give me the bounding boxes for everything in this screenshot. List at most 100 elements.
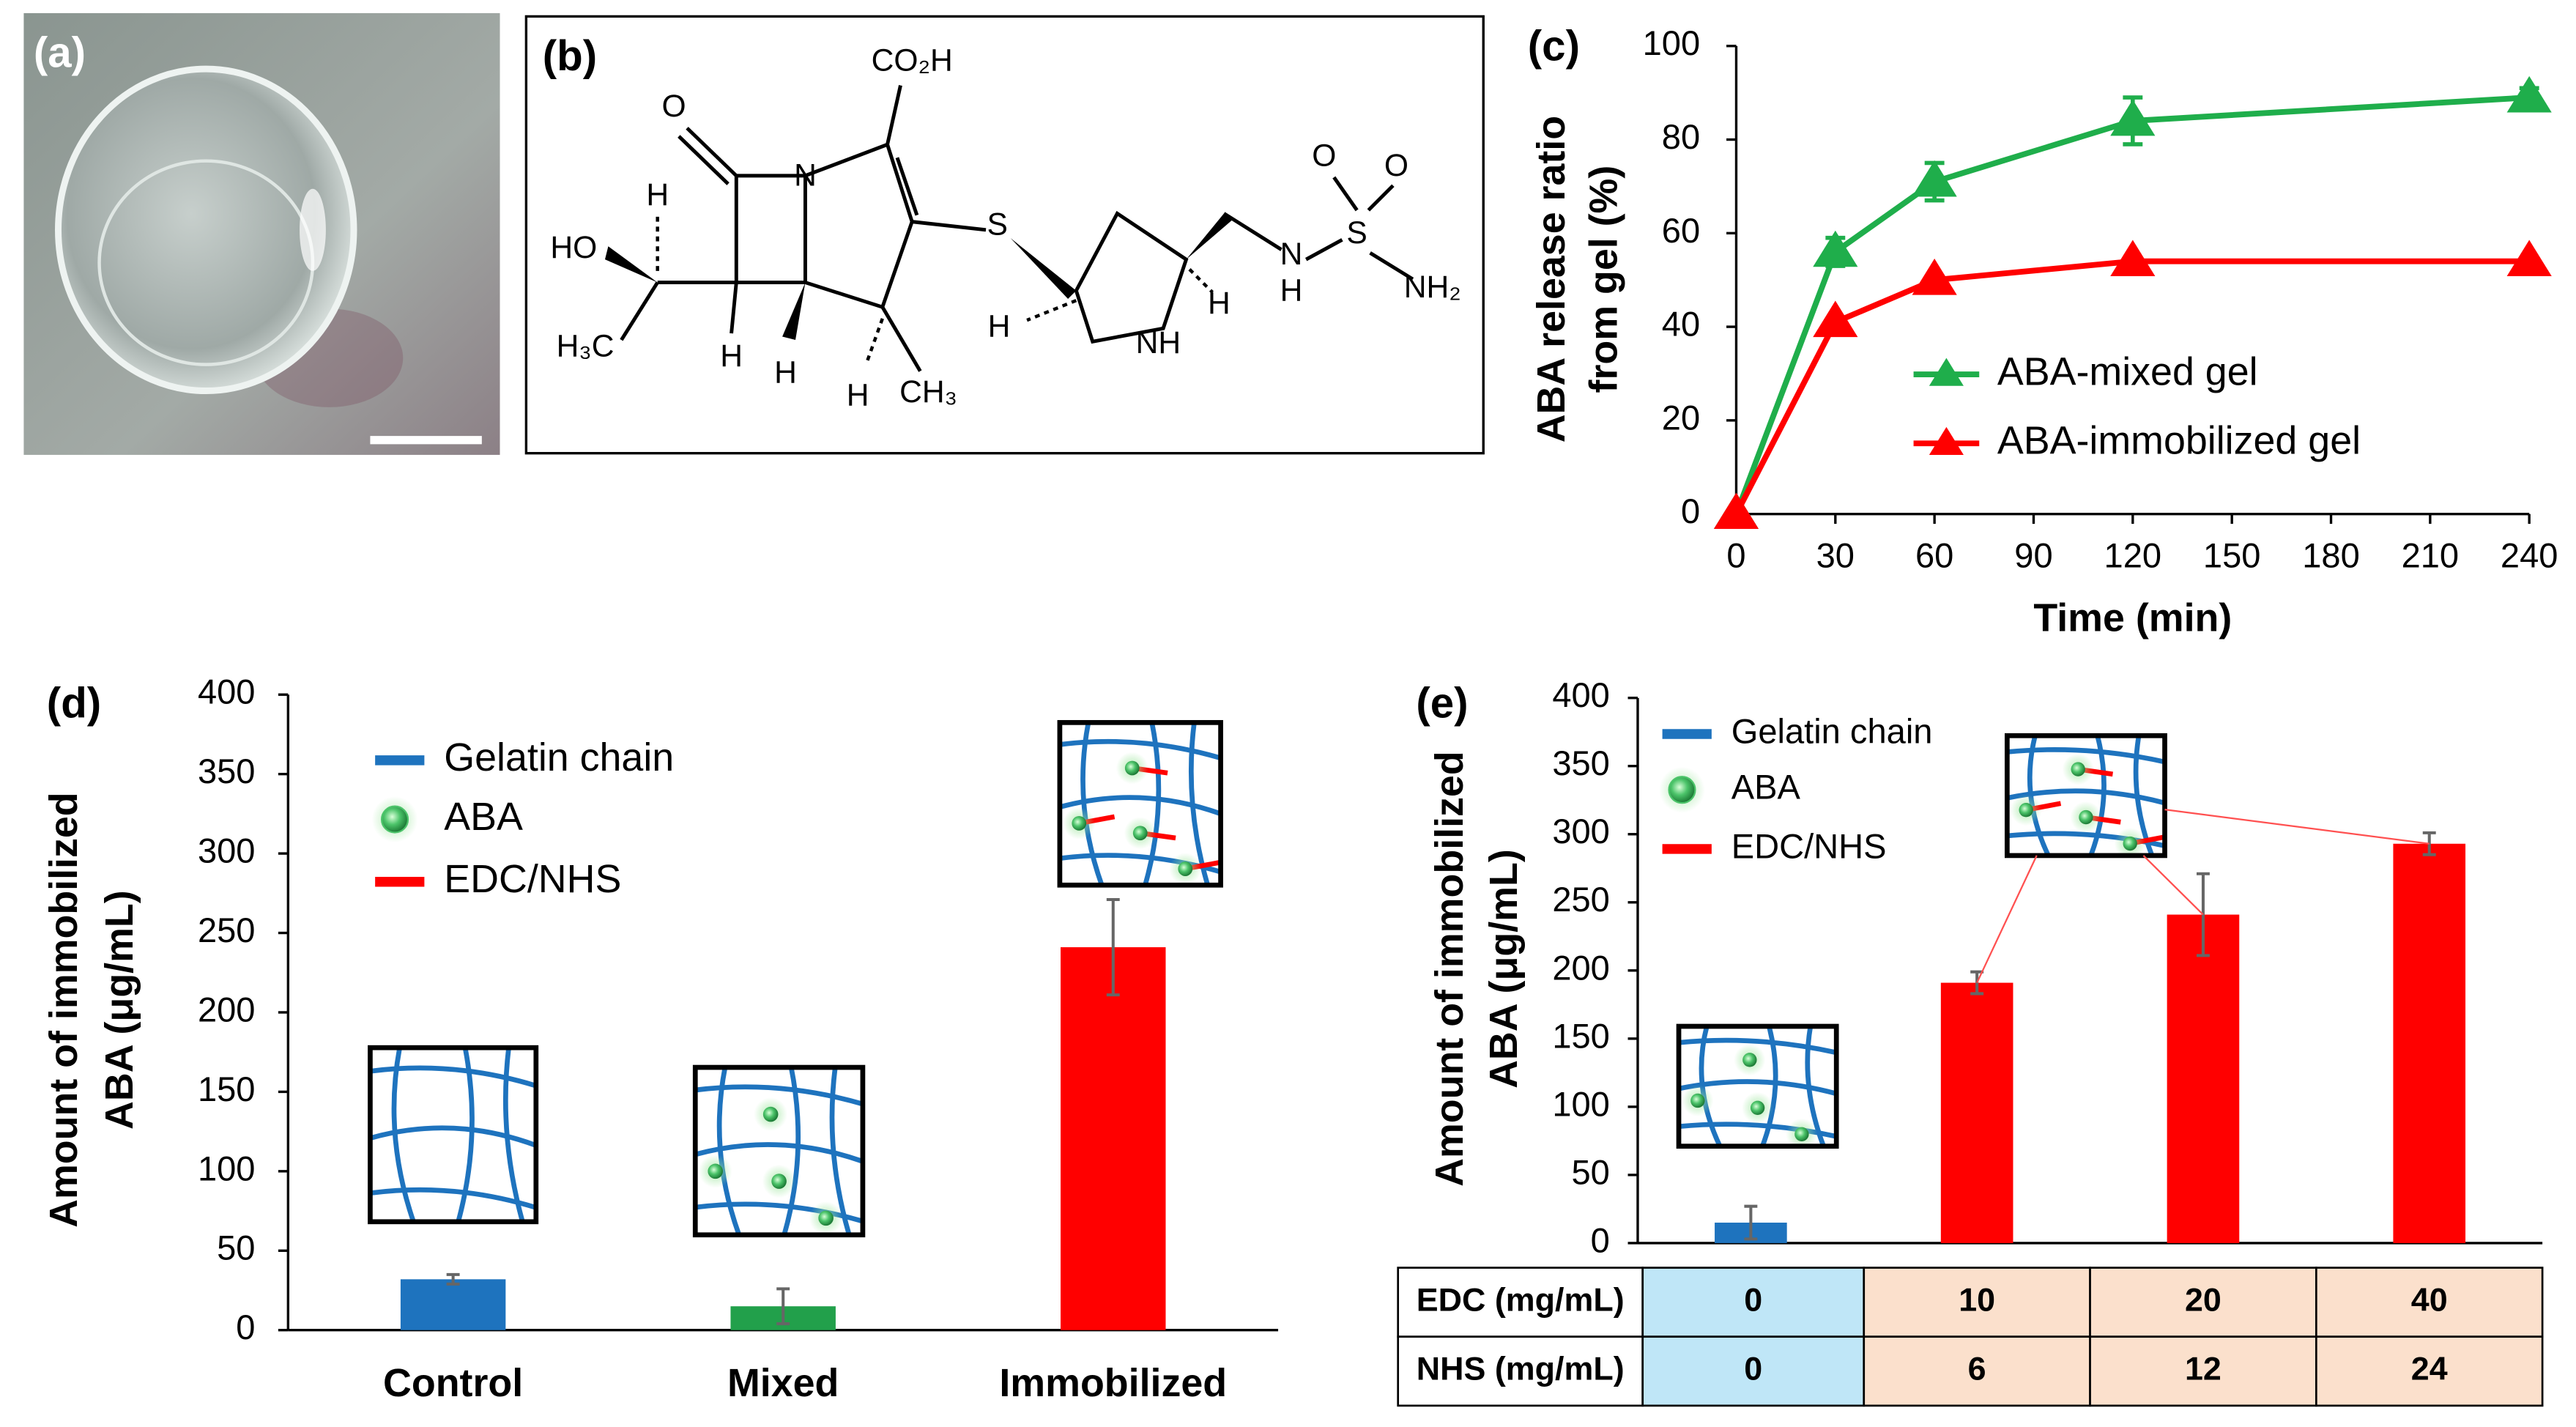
- legend-label: EDC/NHS: [1731, 826, 1887, 865]
- atom-label: H₃C: [557, 328, 615, 363]
- panel-label: (b): [543, 32, 597, 80]
- table-cell: [1641, 1267, 1866, 1338]
- atom-label: H: [720, 338, 743, 374]
- table-row-label: EDC (mg/mL): [1417, 1280, 1625, 1318]
- table-cell: [1397, 1267, 1644, 1338]
- wedge: [1010, 238, 1077, 299]
- y-tick-label: 100: [1643, 23, 1701, 62]
- table-value: 24: [2411, 1350, 2448, 1387]
- y-tick-label: 0: [1591, 1220, 1610, 1259]
- hash-bonds: [656, 216, 1214, 366]
- inset: [695, 1067, 863, 1235]
- marker: [1713, 492, 1759, 530]
- x-tick-label: Immobilized: [999, 1361, 1227, 1405]
- atom-label: N: [794, 157, 817, 193]
- bar: [1061, 947, 1166, 1330]
- table-cell: [1863, 1335, 2091, 1407]
- atom-label: CH₃: [899, 374, 957, 409]
- error-bar: [776, 1287, 790, 1326]
- legend-label: EDC/NHS: [444, 857, 621, 901]
- atom-label: O: [1384, 148, 1408, 183]
- inset: [2007, 735, 2165, 856]
- inset: [370, 1048, 536, 1222]
- panel-label: (d): [47, 679, 101, 727]
- wedge: [782, 282, 806, 341]
- y-axis-title: ABA (μg/mL): [97, 890, 141, 1130]
- y-tick-label: 250: [1552, 880, 1610, 919]
- gelatin-chain: [716, 1067, 742, 1235]
- gelatin-chain: [1679, 1122, 1837, 1139]
- y-tick-label: 400: [1552, 675, 1610, 714]
- gelatin-chain: [695, 1142, 863, 1165]
- x-tick-label: 60: [1915, 536, 1953, 575]
- gel-drop: [55, 65, 357, 394]
- inset: [1059, 722, 1221, 886]
- y-tick-label: 400: [198, 672, 256, 711]
- wedge: [604, 246, 658, 283]
- aba-dot: [2019, 803, 2033, 818]
- inset-frame: [1676, 1023, 1839, 1149]
- y-tick-label: 350: [198, 752, 256, 790]
- bar: [2393, 843, 2466, 1243]
- aba-dot: [1072, 816, 1087, 831]
- y-tick-label: 100: [1552, 1084, 1610, 1123]
- legend-marker: [1668, 776, 1696, 804]
- marker: [2110, 240, 2156, 277]
- y-axis-title: ABA (μg/mL): [1482, 849, 1526, 1089]
- x-axis-title: Time (min): [2033, 596, 2232, 640]
- callout-line: [1976, 855, 2038, 984]
- atom-label: O: [662, 89, 686, 124]
- legend-label: ABA: [444, 795, 523, 839]
- y-tick-label: 0: [236, 1308, 255, 1346]
- gelatin-chain: [695, 1201, 863, 1224]
- legend-label: Gelatin chain: [444, 735, 674, 779]
- atom-label: H: [1280, 273, 1303, 308]
- marker: [1813, 300, 1858, 338]
- table-row-label: NHS (mg/mL): [1417, 1350, 1625, 1387]
- y-tick-label: 300: [1552, 812, 1610, 850]
- callout-line: [2142, 855, 2204, 916]
- aba-dot: [1794, 1127, 1809, 1141]
- x-tick-label: 150: [2203, 536, 2261, 575]
- gelatin-chain: [2007, 747, 2165, 765]
- aba-dot: [1750, 1100, 1765, 1115]
- atom-label: H: [1208, 286, 1231, 321]
- y-tick-label: 50: [217, 1228, 255, 1267]
- aba-dot: [1132, 826, 1148, 841]
- atom-label: CO₂H: [872, 42, 953, 78]
- y-tick-label: 60: [1662, 211, 1700, 250]
- y-tick-label: 150: [1552, 1016, 1610, 1055]
- y-axis-title: from gel (%): [1582, 166, 1626, 393]
- y-tick-label: 40: [1662, 305, 1700, 344]
- aba-dot: [818, 1210, 834, 1226]
- inset: [1679, 1026, 1837, 1146]
- legend-label: ABA: [1731, 768, 1801, 807]
- atom-label: N: [1280, 237, 1303, 272]
- inset-frame: [1057, 719, 1223, 888]
- legend-marker: [1929, 357, 1964, 386]
- table-value: 0: [1744, 1350, 1762, 1387]
- y-tick-label: 100: [198, 1149, 256, 1187]
- gelatin-chain: [1679, 1079, 1837, 1097]
- aba-dot: [1124, 760, 1140, 776]
- bar: [2167, 914, 2240, 1243]
- gel-highlight: [300, 188, 326, 271]
- gelatin-chain: [502, 1048, 525, 1222]
- y-tick-label: 80: [1662, 117, 1700, 156]
- marker: [2110, 99, 2156, 136]
- atom-label: HO: [550, 230, 597, 265]
- x-tick-label: 210: [2402, 536, 2460, 575]
- aba-dot: [2071, 762, 2085, 776]
- bar: [1940, 982, 2013, 1243]
- table-cell: [2315, 1335, 2544, 1407]
- x-tick-label: Control: [383, 1361, 523, 1405]
- aba-dot: [2123, 836, 2137, 851]
- y-tick-label: 50: [1572, 1152, 1610, 1191]
- gelatin-chain: [2133, 735, 2155, 856]
- wedge: [1186, 213, 1233, 260]
- table-value: 12: [2185, 1350, 2221, 1387]
- gelatin-chain: [1188, 722, 1211, 886]
- error-bar: [1106, 897, 1120, 997]
- legend-label: ABA-mixed gel: [1997, 349, 2258, 393]
